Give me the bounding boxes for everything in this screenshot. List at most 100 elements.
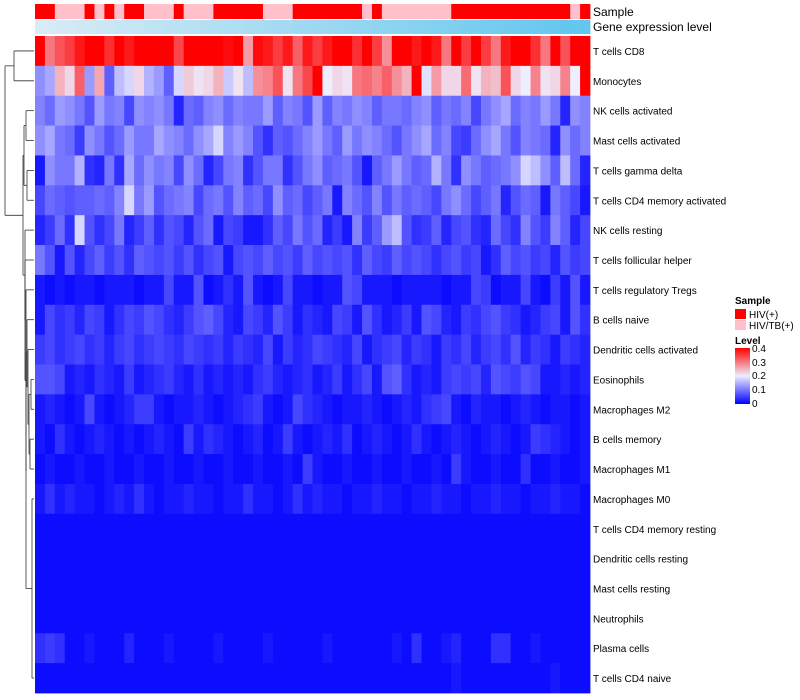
heatmap-cell [570, 394, 581, 425]
row-label: Macrophages M1 [593, 465, 671, 476]
heatmap-cell [272, 65, 284, 97]
heatmap-cell [114, 304, 125, 336]
gene-expression-annotation-cell [153, 20, 165, 34]
sample-annotation-cell [371, 4, 383, 19]
heatmap-cell [262, 513, 274, 545]
heatmap-cell [540, 394, 551, 425]
heatmap-cell [272, 304, 284, 336]
sample-annotation-cell [431, 4, 442, 19]
heatmap-cell [114, 633, 125, 664]
heatmap-cell [362, 483, 373, 515]
heatmap-cell [560, 663, 571, 694]
row-label: B cells memory [593, 435, 661, 446]
heatmap-cell [243, 483, 254, 515]
heatmap-cell [490, 483, 502, 515]
heatmap-cell [580, 155, 591, 186]
heatmap-cell [272, 663, 284, 694]
heatmap-cell [124, 36, 135, 67]
heatmap-cell [302, 36, 313, 67]
sample-annotation-cell [134, 4, 145, 19]
heatmap-cell [342, 245, 353, 276]
heatmap-cell [352, 663, 363, 694]
heatmap-cell [292, 454, 303, 485]
heatmap-cell [163, 95, 175, 126]
row-label: T cells CD4 memory activated [593, 196, 726, 207]
heatmap-cell [193, 603, 204, 634]
heatmap-cell [342, 543, 353, 574]
heatmap-cell [411, 215, 422, 246]
heatmap-cell [54, 573, 66, 604]
heatmap-cell [54, 155, 66, 186]
heatmap-cell [134, 364, 145, 395]
heatmap-cell [223, 633, 234, 664]
heatmap-cell [530, 125, 541, 156]
heatmap-cell [371, 155, 383, 186]
sample-annotation-cell [193, 4, 204, 19]
heatmap-cell [272, 215, 284, 246]
heatmap-cell [302, 245, 313, 276]
heatmap-cell [411, 663, 422, 694]
heatmap-cell [500, 394, 512, 425]
heatmap-cell [312, 245, 323, 276]
heatmap-cell [461, 65, 472, 97]
heatmap-cell [153, 454, 165, 485]
heatmap-cell [540, 65, 551, 97]
heatmap-cell [342, 125, 353, 156]
heatmap-cell [262, 543, 274, 574]
heatmap-cell [500, 543, 512, 574]
heatmap-cell [173, 424, 185, 455]
row-label: Dendritic cells resting [593, 555, 688, 566]
heatmap-cell [550, 424, 561, 455]
heatmap-cell [124, 633, 135, 664]
heatmap-cell [233, 95, 244, 126]
heatmap-cell [381, 155, 393, 186]
heatmap-cell [173, 304, 185, 336]
heatmap-cell [441, 454, 452, 485]
heatmap-cell [74, 36, 85, 67]
heatmap-cell [381, 334, 393, 365]
heatmap-cell [203, 543, 214, 574]
heatmap-cell [163, 274, 175, 306]
heatmap-cell [153, 36, 165, 67]
heatmap-cell [203, 633, 214, 664]
heatmap-cell [312, 155, 323, 186]
heatmap-cell [352, 274, 363, 306]
gene-expression-annotation-cell [362, 20, 373, 34]
heatmap-cell [500, 633, 512, 664]
gene-expression-annotation-cell [500, 20, 512, 34]
heatmap-cell [471, 603, 482, 634]
heatmap-cell [381, 274, 393, 306]
sample-annotation-cell [183, 4, 194, 19]
heatmap-cell [64, 483, 76, 515]
heatmap-cell [461, 394, 472, 425]
heatmap-cell [500, 364, 512, 395]
heatmap-cell [381, 394, 393, 425]
heatmap-cell [54, 215, 66, 246]
heatmap-cell [213, 394, 224, 425]
gene-expression-annotation-cell [54, 20, 66, 34]
heatmap-cell [312, 364, 323, 395]
heatmap-cell [153, 513, 165, 545]
heatmap-cell [540, 304, 551, 336]
heatmap-cell [441, 334, 452, 365]
heatmap-cell [292, 424, 303, 455]
heatmap-cell [64, 424, 76, 455]
heatmap-cell [362, 304, 373, 336]
heatmap-cell [35, 394, 46, 425]
heatmap-cell [153, 424, 165, 455]
heatmap-cell [173, 65, 185, 97]
heatmap-cell [64, 125, 76, 156]
heatmap-cell [520, 394, 531, 425]
heatmap-cell [193, 304, 204, 336]
heatmap-cell [114, 215, 125, 246]
heatmap-cell [253, 65, 264, 97]
heatmap-cell [352, 573, 363, 604]
heatmap-cell [322, 155, 333, 186]
heatmap-cell [262, 483, 274, 515]
heatmap-cell [54, 483, 66, 515]
heatmap-cell [243, 334, 254, 365]
heatmap-cell [233, 424, 244, 455]
heatmap-cell [580, 394, 591, 425]
heatmap-cell [35, 245, 46, 276]
gene-expression-annotation-cell [550, 20, 561, 34]
